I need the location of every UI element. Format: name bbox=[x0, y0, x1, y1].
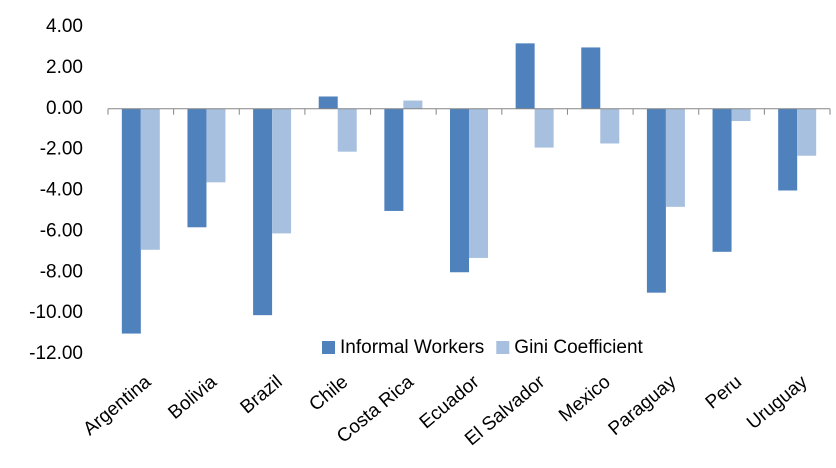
y-tick-label: -2.00 bbox=[40, 139, 83, 160]
bar bbox=[665, 108, 685, 207]
bar bbox=[731, 108, 751, 122]
y-tick-label: -6.00 bbox=[40, 220, 83, 241]
legend-swatch bbox=[322, 341, 335, 354]
y-tick-label: 4.00 bbox=[46, 16, 83, 37]
bar bbox=[206, 108, 226, 183]
x-tick-label: Chile bbox=[305, 372, 352, 416]
y-tick-label: 0.00 bbox=[46, 98, 83, 119]
bar bbox=[581, 47, 601, 109]
y-tick-label: -12.00 bbox=[29, 343, 83, 364]
bar bbox=[403, 100, 423, 109]
x-tick-label: Bolivia bbox=[165, 371, 222, 423]
x-tick-label: Brazil bbox=[237, 372, 287, 419]
bar bbox=[187, 108, 207, 228]
bar bbox=[318, 96, 338, 109]
x-tick-label: Peru bbox=[702, 372, 746, 414]
bar bbox=[712, 108, 732, 252]
x-tick-label: Paraguay bbox=[605, 371, 681, 440]
y-tick-label: -4.00 bbox=[40, 180, 83, 201]
bar bbox=[515, 43, 535, 109]
legend-label: Informal Workers bbox=[340, 337, 484, 358]
y-tick-label: 2.00 bbox=[46, 57, 83, 78]
bar bbox=[121, 108, 141, 334]
bar bbox=[272, 108, 292, 234]
y-tick-label: -10.00 bbox=[29, 302, 83, 323]
bar bbox=[140, 108, 160, 250]
legend-swatch bbox=[496, 341, 510, 354]
x-tick-label: Argentina bbox=[79, 371, 155, 440]
y-tick-label: -8.00 bbox=[40, 261, 83, 282]
bar bbox=[797, 108, 817, 156]
bar bbox=[534, 108, 554, 148]
bar bbox=[469, 108, 488, 258]
bar bbox=[600, 108, 620, 144]
bar bbox=[778, 108, 798, 191]
legend-label: Gini Coefficient bbox=[514, 337, 643, 358]
bar bbox=[253, 108, 273, 316]
x-tick-label: Uruguay bbox=[743, 371, 812, 434]
bar bbox=[450, 108, 469, 273]
bar bbox=[384, 108, 404, 211]
bar bbox=[646, 108, 666, 293]
x-tick-label: Mexico bbox=[555, 372, 615, 427]
bar bbox=[337, 108, 357, 152]
